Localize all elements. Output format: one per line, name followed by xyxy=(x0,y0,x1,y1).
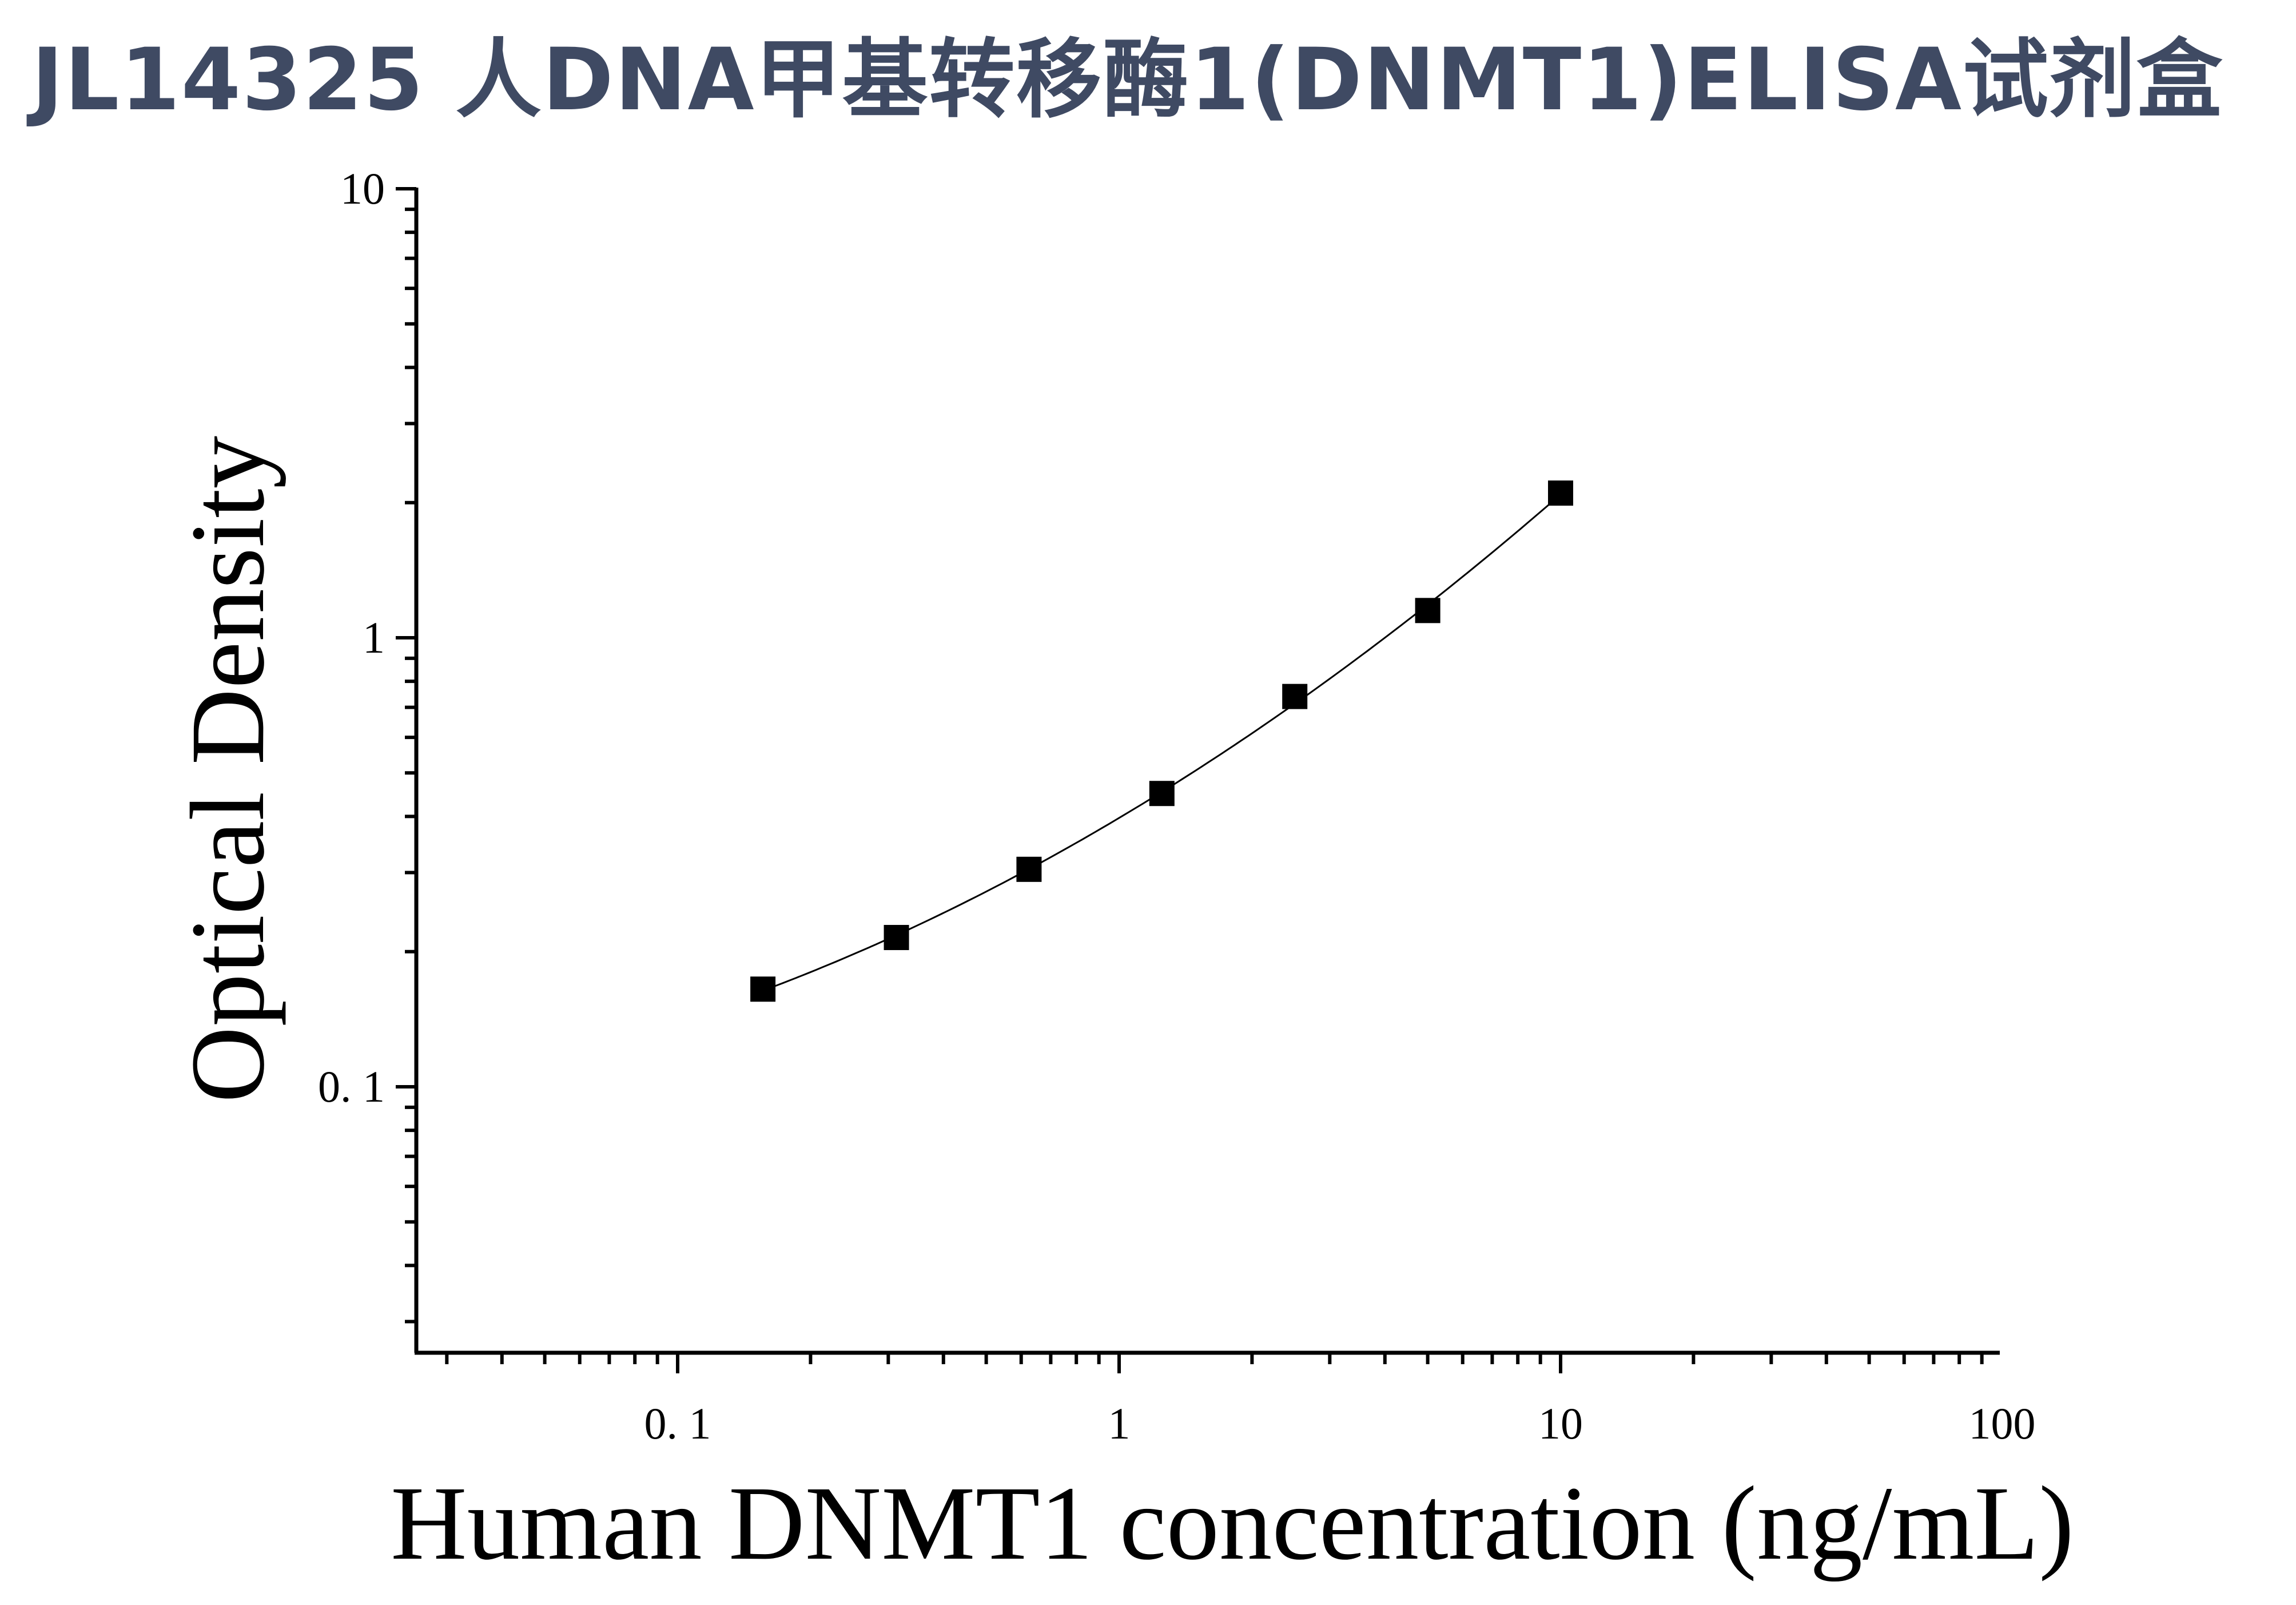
data-point xyxy=(884,925,909,951)
x-tick-label: 1 xyxy=(1108,1399,1131,1448)
chart-tick-labels: 0. 1 1 10 100 0. 1 1 10 xyxy=(318,164,2036,1448)
y-tick-label: 0. 1 xyxy=(318,1062,385,1111)
data-point xyxy=(1149,781,1175,807)
y-tick-label: 1 xyxy=(363,613,385,662)
chart-title: JL14325 人DNA甲基转移酶1(DNMT1)ELISA试剂盒 xyxy=(31,30,2224,130)
x-axis-title: Human DNMT1 concentration (ng/mL) xyxy=(391,1465,2074,1582)
data-point xyxy=(1282,684,1308,709)
x-tick-label: 0. 1 xyxy=(644,1399,711,1448)
x-tick-label: 10 xyxy=(1538,1399,1583,1448)
y-axis-title: Optical Density xyxy=(169,436,286,1103)
y-tick-label: 10 xyxy=(340,164,385,213)
chart-ticks xyxy=(396,187,1984,1373)
data-point xyxy=(1016,856,1042,882)
data-points xyxy=(750,480,1573,1002)
data-point xyxy=(1548,480,1573,506)
fit-curve-layer xyxy=(762,494,1561,992)
data-point xyxy=(750,976,776,1002)
x-tick-label: 100 xyxy=(1969,1399,2036,1448)
fit-curve-line xyxy=(762,494,1561,992)
chart-axes xyxy=(414,188,2000,1355)
data-point xyxy=(1415,598,1441,623)
